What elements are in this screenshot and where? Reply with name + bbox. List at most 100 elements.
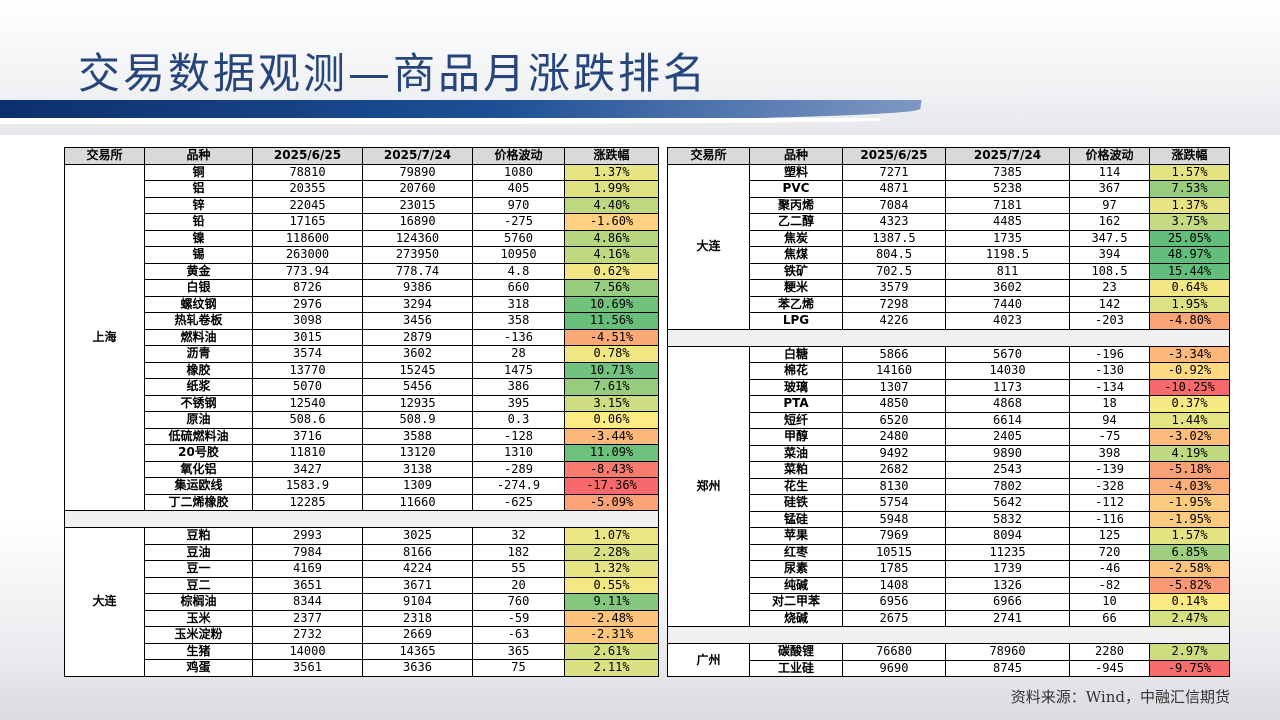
start-price-cell: 3716 (252, 427, 363, 445)
column-header: 涨跌幅 (564, 147, 659, 165)
table-row: 丁二烯橡胶 12285 11660 -625 -5.09% (65, 493, 659, 511)
price-change-cell: 398 (1069, 444, 1150, 462)
table-row: 锰硅 5948 5832 -116 -1.95% (668, 510, 1230, 528)
start-price-cell: 2993 (252, 527, 363, 545)
price-change-cell: 94 (1069, 411, 1150, 429)
product-name-cell: 纸浆 (144, 378, 253, 396)
table-row: 大连 豆粕 2993 3025 32 1.07% (64, 527, 659, 677)
end-price-cell: 3602 (945, 279, 1070, 297)
table-row: 热轧卷板 3098 3456 358 11.56% (65, 312, 659, 330)
product-name-cell: 甲醇 (749, 428, 843, 446)
percent-change-cell: 1.44% (1149, 411, 1230, 429)
product-name-cell: 橡胶 (144, 361, 253, 379)
product-name-cell: 碳酸锂 (749, 643, 843, 661)
column-header: 2025/7/24 (945, 147, 1070, 165)
percent-change-cell: 25.05% (1149, 229, 1230, 247)
percent-change-cell: 1.07% (564, 527, 659, 545)
table-row: 低硫燃料油 3716 3588 -128 -3.44% (65, 427, 659, 445)
start-price-cell: 5070 (252, 378, 363, 396)
price-change-cell: -289 (472, 460, 565, 478)
column-header: 交易所 (64, 147, 145, 165)
table-row: 沥青 3574 3602 28 0.78% (65, 345, 659, 363)
percent-change-cell: 11.56% (564, 312, 659, 330)
column-header: 价格波动 (1069, 147, 1150, 165)
percent-change-cell: 4.86% (564, 229, 659, 247)
price-change-cell: 347.5 (1069, 229, 1150, 247)
product-name-cell: 红枣 (749, 543, 843, 561)
end-price-cell: 1198.5 (945, 246, 1070, 264)
product-name-cell: 原油 (144, 411, 253, 429)
start-price-cell: 14000 (252, 642, 363, 660)
table-row: 菜粕 2682 2543 -139 -5.18% (668, 461, 1230, 479)
percent-change-cell: 2.28% (564, 543, 659, 561)
percent-change-cell: 4.19% (1149, 444, 1230, 462)
product-name-cell: 锰硅 (749, 510, 843, 528)
price-change-cell: 55 (472, 560, 565, 578)
start-price-cell: 8130 (842, 477, 946, 495)
percent-change-cell: 11.09% (564, 444, 659, 462)
end-price-cell: 2318 (362, 609, 473, 627)
start-price-cell: 4169 (252, 560, 363, 578)
table-row: LPG 4226 4023 -203 -4.80% (668, 312, 1230, 330)
start-price-cell: 1387.5 (842, 229, 946, 247)
price-change-cell: 125 (1069, 527, 1150, 545)
table-row: 锡 263000 273950 10950 4.16% (65, 246, 659, 264)
end-price-cell: 3456 (362, 312, 473, 330)
column-header: 价格波动 (472, 147, 565, 165)
percent-change-cell: 9.11% (564, 593, 659, 611)
table-row: 铁矿 702.5 811 108.5 15.44% (668, 262, 1230, 280)
end-price-cell: 4868 (945, 395, 1070, 413)
column-header: 涨跌幅 (1149, 147, 1230, 165)
table-row: 棉花 14160 14030 -130 -0.92% (668, 362, 1230, 380)
price-change-cell: 365 (472, 642, 565, 660)
product-name-cell: 镍 (144, 229, 253, 247)
percent-change-cell: -3.34% (1149, 345, 1230, 363)
table-row: 纯碱 1408 1326 -82 -5.82% (668, 576, 1230, 594)
end-price-cell: 23015 (362, 196, 473, 214)
end-price-cell: 3636 (362, 659, 473, 677)
end-price-cell: 8094 (945, 527, 1070, 545)
table-row: 焦煤 804.5 1198.5 394 48.97% (668, 246, 1230, 264)
end-price-cell: 4023 (945, 312, 1070, 330)
price-change-cell: 2280 (1069, 643, 1150, 661)
column-header: 2025/6/25 (252, 147, 363, 165)
product-name-cell: 对二甲苯 (749, 593, 843, 611)
start-price-cell: 2377 (252, 609, 363, 627)
table-header-row: 交易所 品种 2025/6/25 2025/7/24 价格波动 涨跌幅 (667, 147, 1230, 165)
end-price-cell: 8166 (362, 543, 473, 561)
start-price-cell: 7969 (842, 527, 946, 545)
table-row: 苹果 7969 8094 125 1.57% (668, 527, 1230, 545)
price-change-cell: 386 (472, 378, 565, 396)
product-name-cell: 螺纹钢 (144, 295, 253, 313)
product-name-cell: 热轧卷板 (144, 312, 253, 330)
percent-change-cell: 4.16% (564, 246, 659, 264)
end-price-cell: 7181 (945, 196, 1070, 214)
table-row: 原油 508.6 508.9 0.3 0.06% (65, 411, 659, 429)
percent-change-cell: 2.97% (1149, 643, 1230, 661)
product-name-cell: 烧碱 (749, 609, 843, 627)
product-name-cell: 工业硅 (749, 659, 843, 677)
exchange-cell: 上海 (64, 163, 145, 511)
column-header: 2025/6/25 (842, 147, 946, 165)
price-change-cell: 182 (472, 543, 565, 561)
price-change-cell: 4.8 (472, 262, 565, 280)
table-row: 集运欧线 1583.9 1309 -274.9 -17.36% (65, 477, 659, 495)
separator-cell (64, 510, 659, 528)
start-price-cell: 3579 (842, 279, 946, 297)
percent-change-cell: -2.48% (564, 609, 659, 627)
end-price-cell: 12935 (362, 394, 473, 412)
column-header: 品种 (749, 147, 843, 165)
separator-cell (667, 626, 1230, 644)
end-price-cell: 5456 (362, 378, 473, 396)
percent-change-cell: 1.99% (564, 180, 659, 198)
end-price-cell: 3588 (362, 427, 473, 445)
table-row: 豆一 4169 4224 55 1.32% (65, 560, 659, 578)
product-name-cell: 白糖 (749, 345, 843, 363)
start-price-cell: 2480 (842, 428, 946, 446)
price-change-cell: 358 (472, 312, 565, 330)
product-name-cell: 花生 (749, 477, 843, 495)
percent-change-cell: 3.75% (1149, 213, 1230, 231)
start-price-cell: 9690 (842, 659, 946, 677)
start-price-cell: 3651 (252, 576, 363, 594)
start-price-cell: 7298 (842, 295, 946, 313)
